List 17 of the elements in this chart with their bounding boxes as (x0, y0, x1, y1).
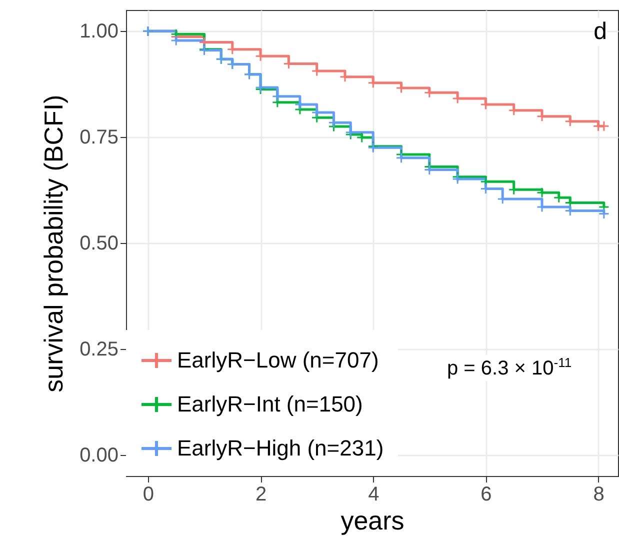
annotation: d (594, 18, 607, 46)
legend-label: EarlyR−Int (n=150) (177, 392, 363, 416)
x-tick-label: 6 (480, 484, 492, 506)
y-tick-label: 0.25 (80, 338, 118, 360)
y-tick-label: 0.00 (80, 444, 118, 466)
x-tick-label: 2 (255, 484, 267, 506)
x-axis-title: years (340, 506, 404, 536)
x-tick-label: 0 (142, 484, 154, 506)
legend-label: EarlyR−Low (n=707) (177, 348, 379, 372)
y-tick-label: 0.50 (80, 232, 118, 254)
y-tick-label: 0.75 (80, 126, 118, 149)
y-tick-label: 1.00 (80, 20, 118, 43)
x-tick-label: 4 (368, 484, 380, 506)
x-tick-label: 8 (593, 484, 604, 506)
legend-label: EarlyR−High (n=231) (177, 436, 384, 460)
y-axis-title: survival probability (BCFI) (38, 94, 69, 392)
annotation: p = 6.3 × 10$^{-11}$ (447, 355, 572, 381)
